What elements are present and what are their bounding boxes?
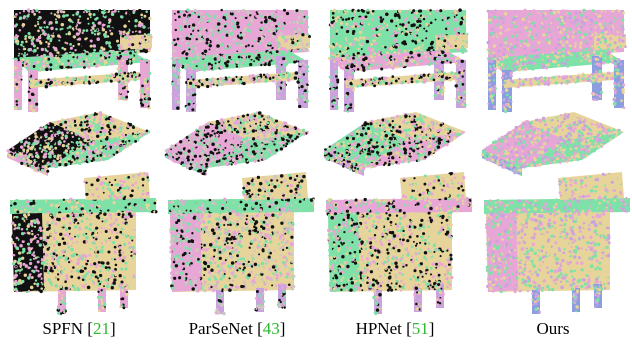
panel-ours bbox=[481, 8, 630, 314]
citation: 51 bbox=[411, 319, 429, 338]
segmentation-figure bbox=[6, 8, 630, 316]
method-name: HPNet bbox=[355, 319, 402, 338]
method-name: Ours bbox=[536, 319, 570, 338]
desk-point-cloud bbox=[168, 172, 315, 316]
caption-ours: Ours bbox=[474, 318, 632, 340]
caption-hpnet: HPNet [51] bbox=[355, 319, 435, 338]
roof-point-cloud bbox=[323, 112, 466, 176]
desk-point-cloud bbox=[325, 171, 473, 316]
desk-point-cloud bbox=[483, 172, 630, 314]
desk-point-cloud bbox=[10, 171, 158, 316]
method-name: ParSeNet bbox=[188, 319, 253, 338]
panel-spfn bbox=[6, 8, 158, 316]
caption-parsenet: ParSeNet [43] bbox=[188, 319, 286, 338]
method-name: SPFN bbox=[42, 319, 84, 338]
bench-point-cloud bbox=[12, 8, 153, 113]
bench-point-cloud bbox=[327, 8, 469, 113]
panel-hpnet bbox=[323, 8, 473, 316]
panel-parsenet bbox=[164, 8, 315, 316]
roof-point-cloud bbox=[481, 112, 624, 176]
roof-point-cloud bbox=[6, 111, 151, 176]
citation: 21 bbox=[92, 319, 110, 338]
bench-point-cloud bbox=[170, 8, 311, 113]
roof-point-cloud bbox=[164, 111, 309, 176]
caption-spfn: SPFN [21] bbox=[42, 319, 116, 338]
bench-point-cloud bbox=[486, 8, 627, 114]
citation: 43 bbox=[262, 319, 280, 338]
